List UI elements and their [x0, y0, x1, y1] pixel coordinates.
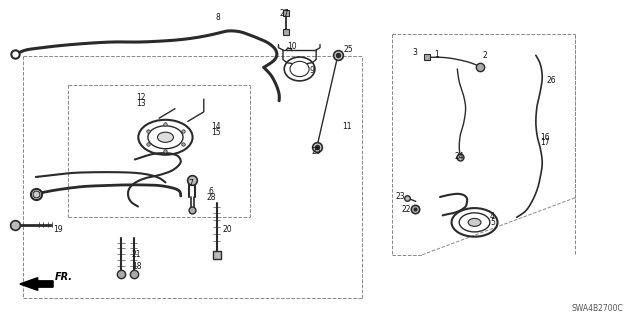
- Text: 11: 11: [342, 122, 351, 131]
- Text: 10: 10: [287, 42, 297, 51]
- Text: 26: 26: [547, 76, 556, 85]
- Text: 9: 9: [310, 66, 315, 75]
- Text: 13: 13: [136, 100, 146, 108]
- Text: 22: 22: [401, 205, 411, 214]
- Ellipse shape: [157, 132, 173, 142]
- Ellipse shape: [468, 219, 481, 226]
- Text: 12: 12: [136, 93, 146, 102]
- Text: 24: 24: [454, 152, 464, 161]
- Text: 27: 27: [280, 9, 289, 18]
- Text: 1: 1: [435, 50, 439, 59]
- Text: 6: 6: [209, 187, 214, 196]
- Text: 20: 20: [223, 225, 232, 234]
- Text: 15: 15: [211, 128, 221, 137]
- Text: 8: 8: [216, 13, 220, 22]
- FancyArrow shape: [20, 278, 53, 290]
- Text: 23: 23: [395, 192, 404, 202]
- Text: 7: 7: [189, 179, 193, 188]
- Text: 28: 28: [207, 193, 216, 202]
- Text: 2: 2: [483, 51, 487, 60]
- Text: 5: 5: [490, 218, 495, 227]
- Text: 25: 25: [311, 147, 321, 156]
- Text: 16: 16: [540, 133, 550, 142]
- Text: 3: 3: [412, 48, 417, 57]
- Text: 21: 21: [132, 250, 141, 259]
- Text: 14: 14: [211, 122, 221, 131]
- Text: 25: 25: [344, 45, 353, 55]
- Text: 19: 19: [53, 225, 63, 234]
- Text: SWA4B2700C: SWA4B2700C: [572, 304, 623, 313]
- Text: 18: 18: [132, 262, 141, 271]
- Text: 17: 17: [540, 138, 550, 147]
- Text: 4: 4: [490, 212, 495, 221]
- Text: FR.: FR.: [55, 272, 73, 282]
